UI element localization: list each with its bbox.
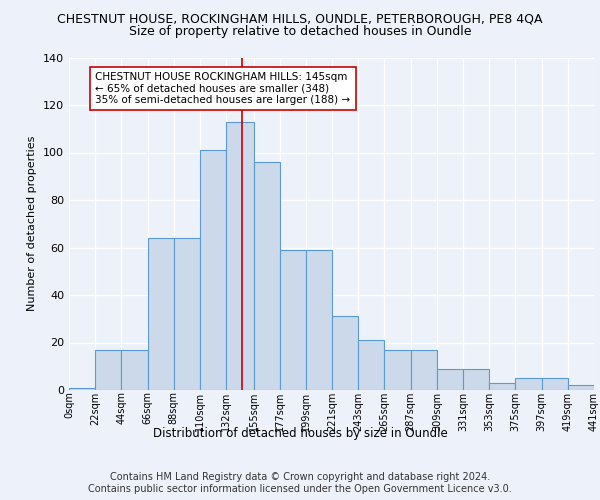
Bar (254, 162, 280, 390)
Y-axis label: Number of detached properties: Number of detached properties (28, 136, 37, 312)
Bar (542, 378, 568, 390)
Bar (280, 250, 306, 390)
Bar (226, 122, 254, 390)
Bar (200, 150, 226, 390)
Bar (174, 238, 200, 390)
Bar (69, 388, 95, 390)
Text: CHESTNUT HOUSE ROCKINGHAM HILLS: 145sqm
← 65% of detached houses are smaller (34: CHESTNUT HOUSE ROCKINGHAM HILLS: 145sqm … (95, 72, 350, 105)
Bar (148, 238, 174, 390)
Bar (410, 350, 437, 390)
Bar (385, 350, 410, 390)
Bar (121, 350, 148, 390)
Bar (358, 340, 385, 390)
Text: Size of property relative to detached houses in Oundle: Size of property relative to detached ho… (129, 25, 471, 38)
Bar (332, 316, 358, 390)
Bar (568, 385, 594, 390)
Bar (95, 350, 121, 390)
Bar (437, 368, 463, 390)
Text: Distribution of detached houses by size in Oundle: Distribution of detached houses by size … (152, 428, 448, 440)
Bar (463, 368, 489, 390)
Text: Contains HM Land Registry data © Crown copyright and database right 2024.
Contai: Contains HM Land Registry data © Crown c… (88, 472, 512, 494)
Text: CHESTNUT HOUSE, ROCKINGHAM HILLS, OUNDLE, PETERBOROUGH, PE8 4QA: CHESTNUT HOUSE, ROCKINGHAM HILLS, OUNDLE… (57, 12, 543, 26)
Bar (489, 383, 515, 390)
Bar (515, 378, 542, 390)
Bar (306, 250, 332, 390)
